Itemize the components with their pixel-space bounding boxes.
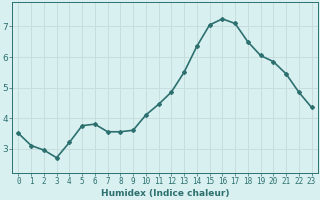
X-axis label: Humidex (Indice chaleur): Humidex (Indice chaleur) [101, 189, 229, 198]
